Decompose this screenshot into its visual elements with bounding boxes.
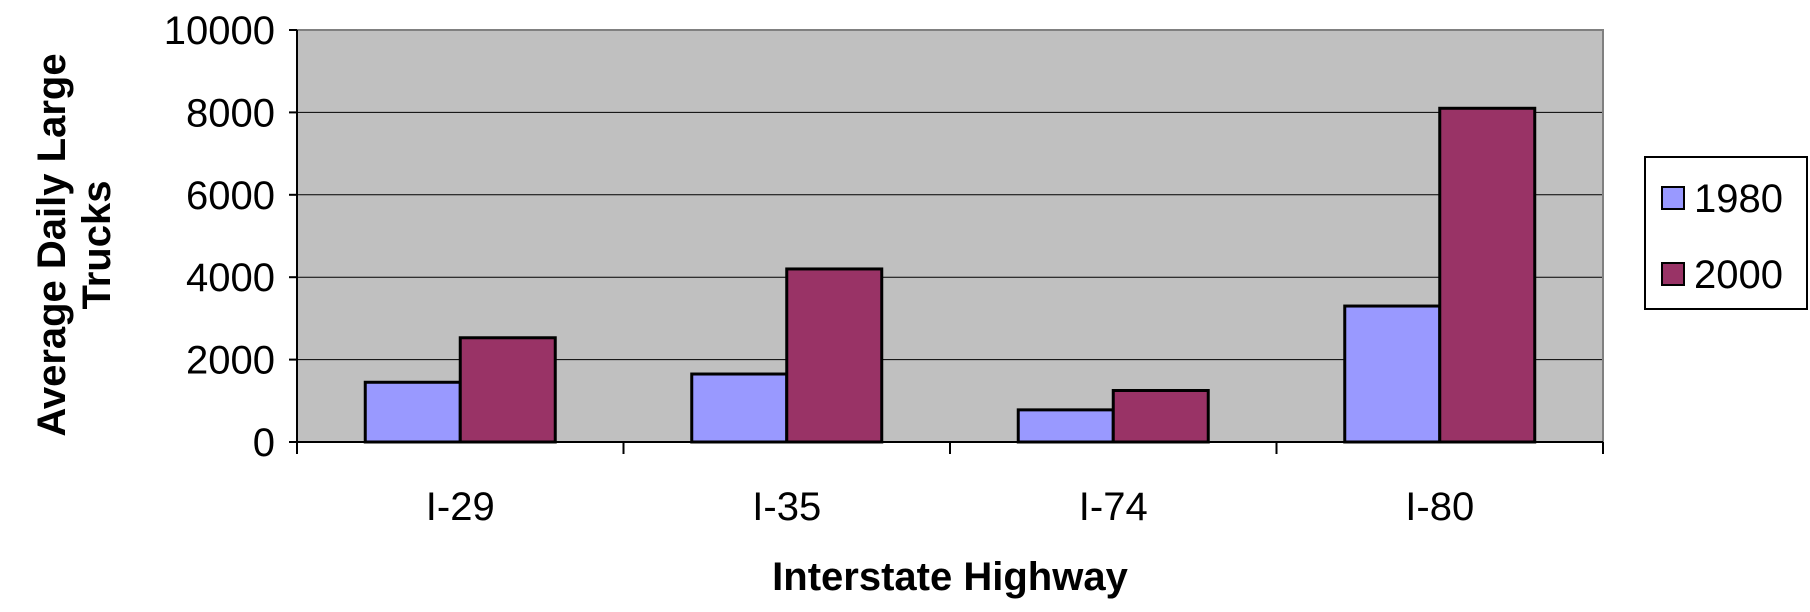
- legend-label-1980: 1980: [1694, 177, 1783, 221]
- bar-2000-I-29: [458, 336, 557, 444]
- y-tick-label: 8000: [186, 91, 275, 135]
- x-tick-label: I-35: [752, 485, 821, 529]
- bar-1980-I-29: [363, 380, 462, 444]
- bars: [363, 106, 1537, 444]
- bar-1980-I-74: [1016, 408, 1115, 444]
- y-tick-label: 6000: [186, 174, 275, 218]
- legend-swatch-1980: [1661, 186, 1685, 210]
- x-axis-title: Interstate Highway: [772, 555, 1128, 599]
- bar-2000-I-80: [1438, 106, 1537, 444]
- bar-1980-I-80: [1343, 304, 1442, 444]
- y-axis-title-line-1: Average Daily Large: [30, 53, 74, 436]
- legend-swatch-2000: [1661, 262, 1685, 286]
- x-tick-label: I-80: [1405, 485, 1474, 529]
- y-tick-label: 2000: [186, 339, 275, 383]
- y-tick-label: 0: [253, 421, 275, 465]
- x-tick-labels: I-29 I-35 I-74 I-80: [426, 485, 1474, 529]
- axes: [289, 29, 1604, 454]
- y-tick-label: 10000: [164, 9, 275, 53]
- x-tick-label: I-74: [1079, 485, 1148, 529]
- bar-1980-I-35: [690, 372, 789, 444]
- x-tick-label: I-29: [426, 485, 495, 529]
- y-tick-label: 4000: [186, 256, 275, 300]
- y-axis-title-line-2: Trucks: [75, 181, 119, 310]
- legend-label-2000: 2000: [1694, 253, 1783, 297]
- legend: 1980 2000: [1644, 156, 1808, 310]
- y-tick-labels: 0 2000 4000 6000 8000 10000: [164, 9, 275, 465]
- bar-2000-I-74: [1111, 389, 1210, 444]
- legend-box: [1644, 156, 1808, 310]
- bar-2000-I-35: [785, 267, 884, 444]
- y-axis-title: Average Daily Large Trucks: [30, 53, 119, 436]
